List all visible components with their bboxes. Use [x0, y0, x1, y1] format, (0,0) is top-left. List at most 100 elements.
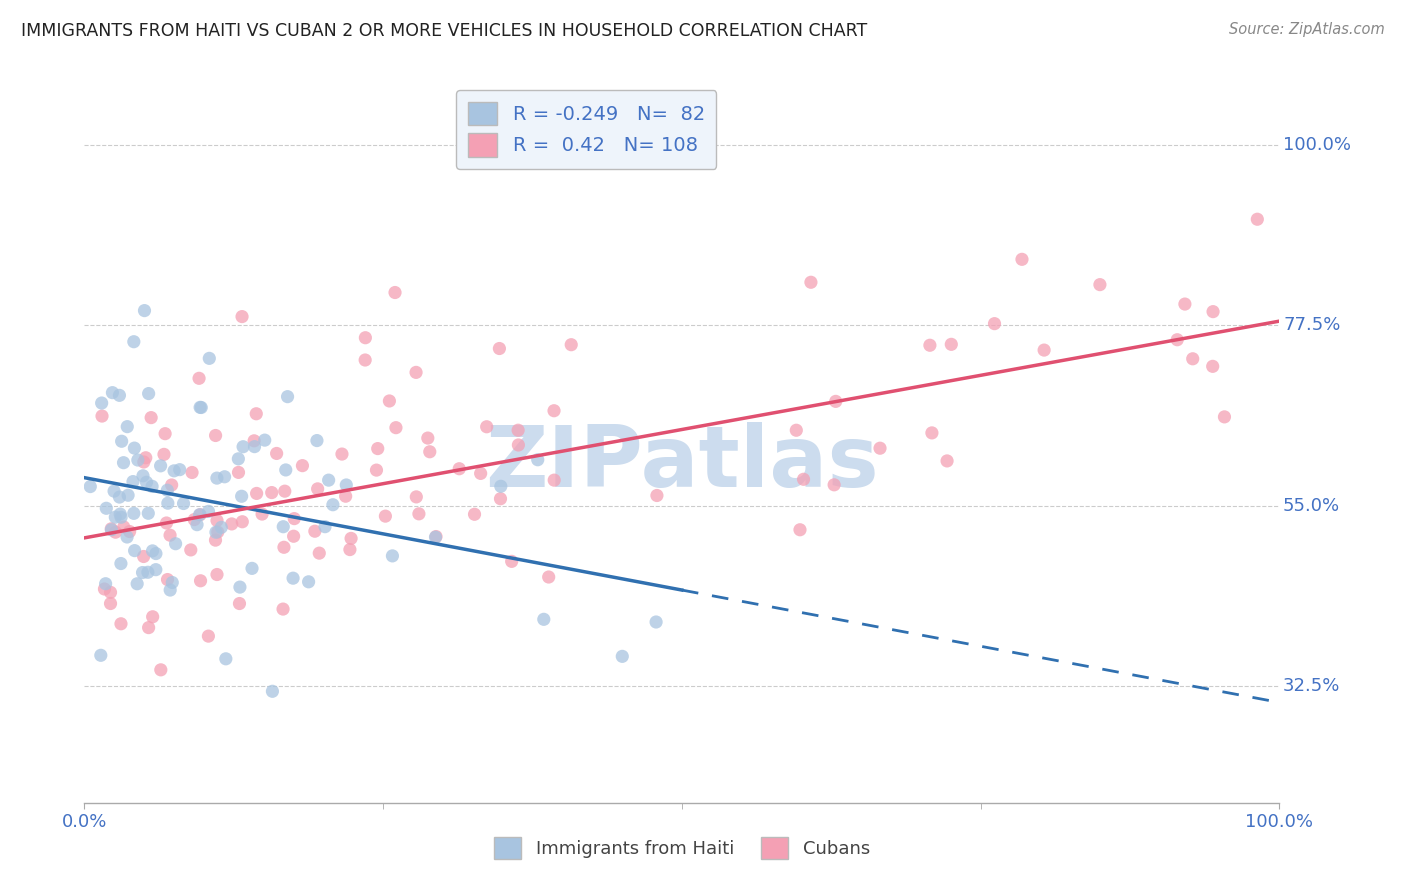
Point [283, 511, 305, 525]
Point [921, 425, 943, 440]
Text: ZIPatlas: ZIPatlas [485, 422, 879, 505]
Point [110, 507, 132, 521]
Point [305, 434, 328, 448]
Point [149, 458, 172, 473]
Point [132, 468, 155, 483]
Point [232, 440, 254, 454]
Point [159, 582, 181, 597]
Point [330, 447, 353, 461]
Text: IMMIGRANTS FROM HAITI VS CUBAN 2 OR MORE VEHICLES IN HOUSEHOLD CORRELATION CHART: IMMIGRANTS FROM HAITI VS CUBAN 2 OR MORE… [21, 22, 868, 40]
Point [141, 410, 163, 425]
Point [100, 523, 122, 537]
Point [142, 609, 165, 624]
Point [262, 684, 284, 698]
Point [138, 621, 160, 635]
Point [162, 575, 184, 590]
Point [188, 401, 211, 415]
Point [543, 473, 565, 487]
Point [153, 447, 176, 461]
Text: 55.0%: 55.0% [1284, 497, 1340, 515]
Point [100, 522, 122, 536]
Point [273, 541, 295, 555]
Point [271, 602, 294, 616]
Point [173, 496, 195, 510]
Point [110, 510, 132, 524]
Point [104, 525, 127, 540]
Point [489, 479, 512, 493]
Point [283, 529, 305, 543]
Point [243, 440, 266, 454]
Point [132, 549, 155, 564]
Point [1202, 359, 1225, 374]
Point [160, 478, 183, 492]
Point [277, 390, 299, 404]
Point [367, 442, 389, 456]
Point [104, 510, 127, 524]
Point [1181, 351, 1204, 366]
Point [645, 488, 668, 502]
Point [243, 434, 266, 448]
Point [354, 353, 377, 368]
Point [384, 285, 406, 300]
Point [190, 401, 212, 415]
Point [449, 461, 471, 475]
Point [221, 516, 243, 531]
Point [132, 455, 155, 469]
Point [122, 507, 145, 521]
Point [156, 496, 179, 510]
Point [501, 554, 523, 568]
Point [543, 403, 565, 417]
Point [869, 441, 891, 455]
Point [110, 616, 132, 631]
Point [205, 525, 228, 540]
Point [180, 542, 202, 557]
Point [209, 520, 232, 534]
Text: 32.5%: 32.5% [1284, 677, 1340, 696]
Point [408, 507, 430, 521]
Point [127, 453, 149, 467]
Point [307, 482, 329, 496]
Point [145, 547, 167, 561]
Point [785, 423, 807, 437]
Point [378, 394, 401, 409]
Point [229, 580, 252, 594]
Point [124, 543, 146, 558]
Point [537, 570, 560, 584]
Point [124, 441, 146, 455]
Point [231, 489, 253, 503]
Text: 77.5%: 77.5% [1284, 316, 1340, 334]
Point [198, 351, 221, 366]
Point [526, 452, 548, 467]
Point [405, 365, 427, 379]
Point [508, 423, 530, 437]
Text: 100.0%: 100.0% [1284, 136, 1351, 153]
Point [1011, 252, 1033, 267]
Point [470, 467, 492, 481]
Point [405, 490, 427, 504]
Point [228, 597, 250, 611]
Point [136, 566, 159, 580]
Point [156, 483, 179, 498]
Point [197, 629, 219, 643]
Point [156, 573, 179, 587]
Point [93, 582, 115, 596]
Point [117, 488, 139, 502]
Point [101, 385, 124, 400]
Point [1166, 333, 1188, 347]
Point [188, 508, 211, 522]
Point [136, 506, 159, 520]
Point [824, 394, 846, 409]
Point [205, 471, 228, 485]
Point [271, 519, 294, 533]
Point [318, 473, 340, 487]
Point [108, 388, 131, 402]
Text: Source: ZipAtlas.com: Source: ZipAtlas.com [1229, 22, 1385, 37]
Point [297, 574, 319, 589]
Point [488, 342, 510, 356]
Point [793, 472, 815, 486]
Point [115, 530, 138, 544]
Point [335, 489, 357, 503]
Point [181, 466, 204, 480]
Point [197, 504, 219, 518]
Point [416, 431, 439, 445]
